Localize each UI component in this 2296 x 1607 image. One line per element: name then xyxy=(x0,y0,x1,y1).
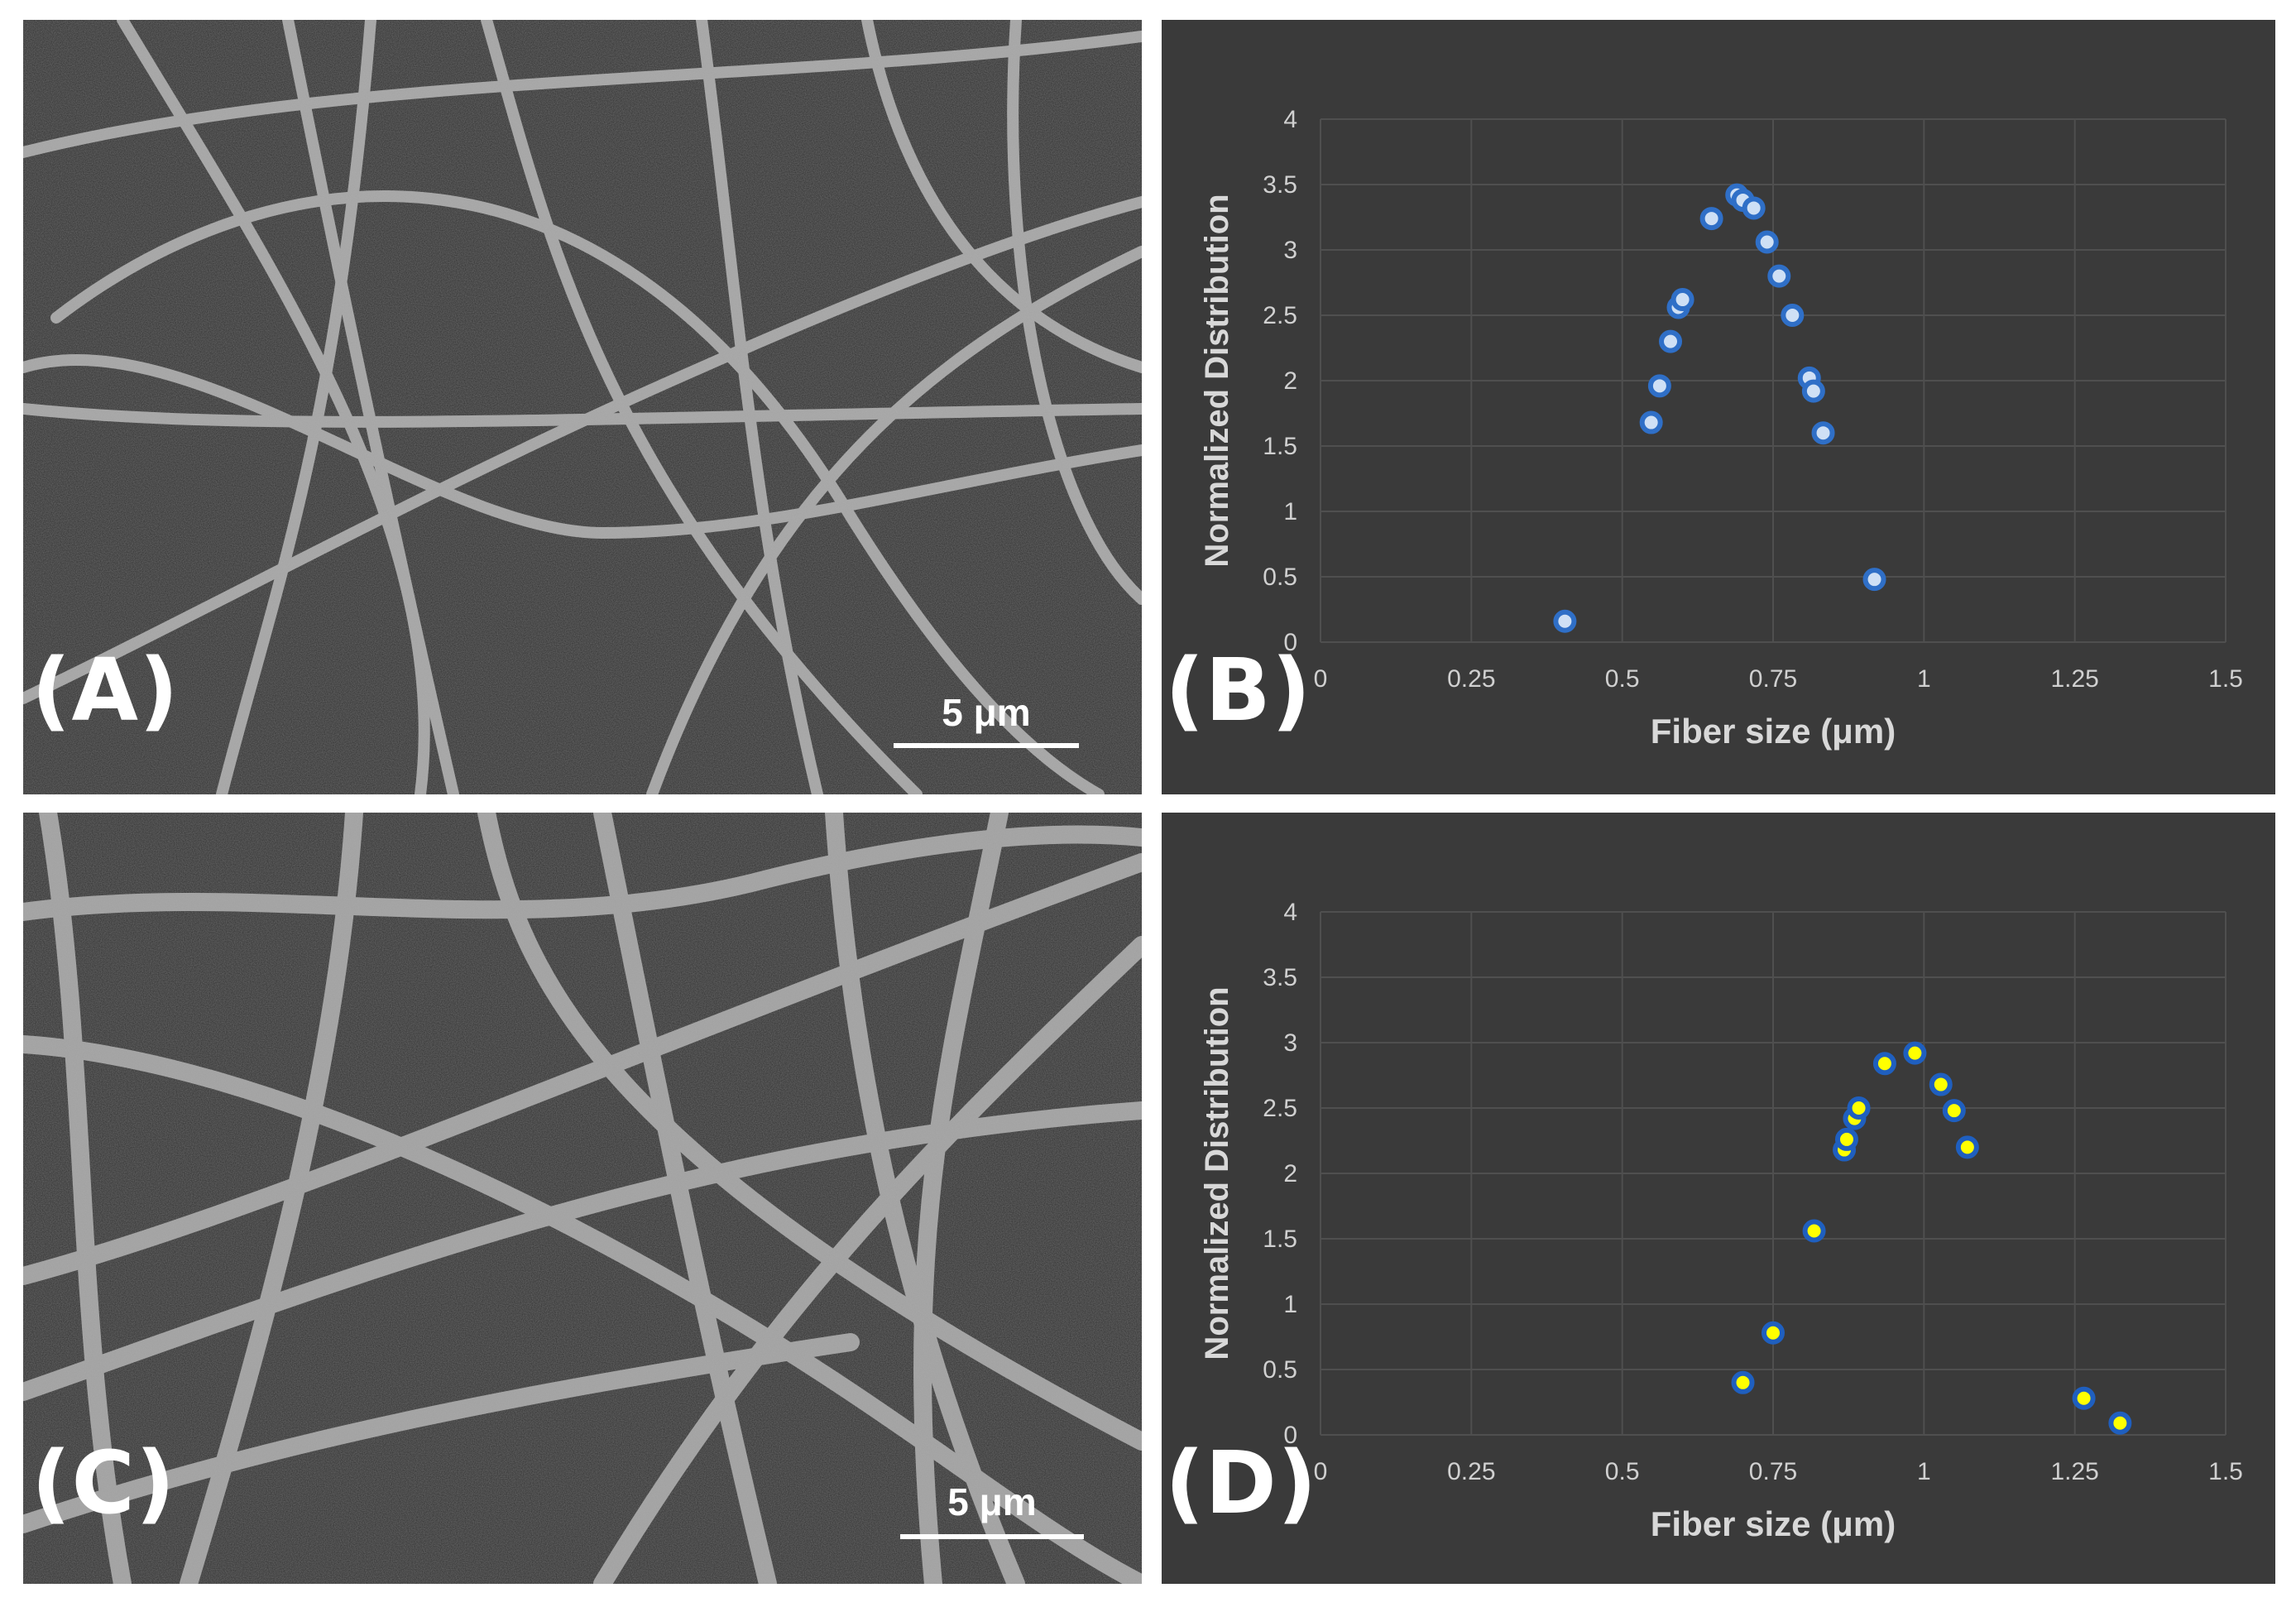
data-points-d xyxy=(1731,1041,2132,1435)
x-tick-label: 0.75 xyxy=(1749,1458,1797,1485)
scale-bar-label-a: 5 μm xyxy=(942,691,1031,734)
x-tick-label: 1 xyxy=(1917,665,1931,693)
x-tick-label: 0 xyxy=(1314,665,1328,693)
y-tick-label: 0 xyxy=(1283,1422,1297,1449)
x-tick-label: 1 xyxy=(1917,1458,1931,1485)
x-tick-label: 1.5 xyxy=(2208,665,2243,693)
data-point xyxy=(1659,329,1683,353)
data-point xyxy=(1929,1072,1953,1096)
x-tick-label: 0.5 xyxy=(1605,1458,1640,1485)
data-point xyxy=(1781,304,1805,327)
y-tick-label: 0 xyxy=(1283,629,1297,656)
x-axis-label: Fiber size (μm) xyxy=(1651,712,1896,751)
y-tick-label: 3.5 xyxy=(1263,964,1297,991)
data-point xyxy=(1872,1052,1896,1076)
distribution-chart-d: 0 0.5 1 1.5 2 2.5 3 3.5 4 0 0.25 0.5 0.75 1 1.25 1.5 Fib… xyxy=(1199,899,2243,1543)
panel-label-a: (A) xyxy=(31,640,180,741)
y-tick-label: 2.5 xyxy=(1263,1095,1297,1122)
grid-lines-b xyxy=(1320,118,2226,643)
scale-bar-a xyxy=(894,743,1079,748)
x-tick-label: 1.25 xyxy=(2050,1458,2098,1485)
data-point xyxy=(1801,379,1825,403)
y-tick-label: 4 xyxy=(1283,899,1297,926)
sem-fiber-image-a xyxy=(23,20,1142,794)
data-point xyxy=(1553,609,1577,633)
y-tick-label: 0.5 xyxy=(1263,1356,1297,1384)
data-point xyxy=(1862,568,1886,592)
data-point xyxy=(1670,288,1694,312)
data-point xyxy=(1847,1096,1871,1120)
data-point xyxy=(1699,207,1723,231)
y-tick-label: 1.5 xyxy=(1263,433,1297,460)
grid-lines-d xyxy=(1320,911,2226,1436)
panel-label-d: (D) xyxy=(1165,1432,1318,1533)
y-axis-label: Normalized Distribution xyxy=(1199,194,1235,567)
data-point xyxy=(1802,1219,1826,1243)
x-axis-label: Fiber size (μm) xyxy=(1651,1504,1896,1543)
data-points-b xyxy=(1553,183,1886,633)
data-point xyxy=(1762,1321,1785,1345)
data-point xyxy=(1731,1370,1755,1394)
data-point xyxy=(1755,230,1779,254)
data-point xyxy=(1742,196,1766,220)
x-tick-label: 0.25 xyxy=(1447,665,1495,693)
chart-panel-d: 0 0.5 1 1.5 2 2.5 3 3.5 4 0 0.25 0.5 0.75 1 1.25 1.5 Fib… xyxy=(1162,813,2275,1584)
y-tick-label: 3 xyxy=(1283,1029,1297,1057)
x-tick-label: 1.5 xyxy=(2208,1458,2243,1485)
data-point xyxy=(1647,374,1671,398)
data-point xyxy=(2072,1386,2096,1410)
data-point xyxy=(1834,1127,1858,1151)
data-point xyxy=(1639,410,1663,434)
x-tick-label: 0.75 xyxy=(1749,665,1797,693)
data-point xyxy=(1767,264,1791,288)
y-axis-label: Normalized Distribution xyxy=(1199,986,1235,1360)
data-point xyxy=(2108,1411,2132,1435)
chart-panel-b: 0 0.5 1 1.5 2 2.5 3 3.5 4 0 0.25 0.5 0.75 1 1.25 1.5 Fib… xyxy=(1162,20,2275,794)
y-tick-label: 1 xyxy=(1283,1291,1297,1318)
x-tick-label: 1.25 xyxy=(2050,665,2098,693)
data-point xyxy=(1942,1099,1966,1123)
x-tick-label: 0.25 xyxy=(1447,1458,1495,1485)
y-tick-label: 2 xyxy=(1283,367,1297,395)
x-tick-label: 0.5 xyxy=(1605,665,1640,693)
panel-label-c: (C) xyxy=(31,1432,176,1533)
y-tick-label: 1 xyxy=(1283,498,1297,525)
y-tick-label: 2 xyxy=(1283,1160,1297,1187)
y-tick-label: 3.5 xyxy=(1263,171,1297,199)
scale-bar-c xyxy=(900,1534,1084,1539)
sem-image-panel-c: (C) 5 μm xyxy=(23,813,1142,1584)
panel-label-b: (B) xyxy=(1165,640,1312,741)
y-tick-label: 4 xyxy=(1283,106,1297,133)
y-tick-label: 3 xyxy=(1283,237,1297,264)
scale-bar-label-c: 5 μm xyxy=(947,1480,1037,1523)
x-tick-label: 0 xyxy=(1314,1458,1328,1485)
distribution-chart-b: 0 0.5 1 1.5 2 2.5 3 3.5 4 0 0.25 0.5 0.75 1 1.25 1.5 Fib… xyxy=(1199,106,2243,751)
y-tick-label: 0.5 xyxy=(1263,564,1297,591)
y-tick-label: 1.5 xyxy=(1263,1226,1297,1253)
data-point xyxy=(1903,1041,1927,1065)
data-point xyxy=(1955,1135,1979,1159)
data-point xyxy=(1811,421,1835,445)
y-tick-label: 2.5 xyxy=(1263,302,1297,329)
sem-fiber-image-c xyxy=(23,813,1142,1584)
sem-image-panel-a: (A) 5 μm xyxy=(23,20,1142,794)
